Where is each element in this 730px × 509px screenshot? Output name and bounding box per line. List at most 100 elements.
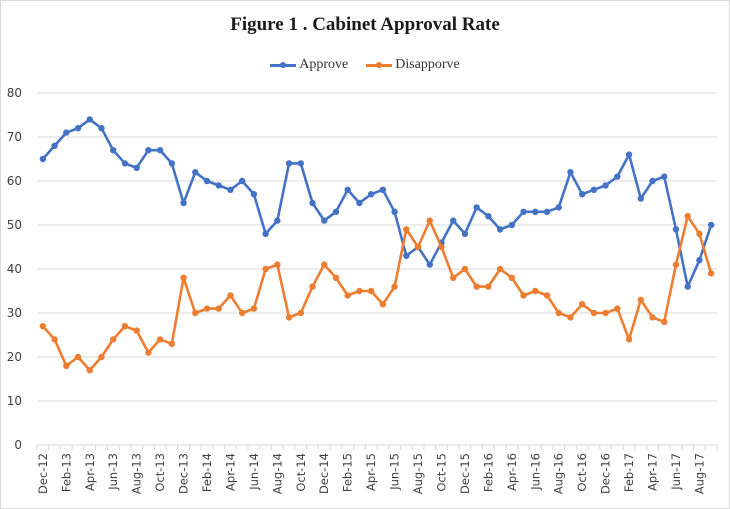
data-point[interactable] <box>203 305 211 312</box>
data-point[interactable] <box>168 160 176 167</box>
data-point[interactable] <box>156 147 164 154</box>
data-point[interactable] <box>227 186 234 193</box>
data-point[interactable] <box>180 199 187 207</box>
data-point[interactable] <box>625 151 633 158</box>
data-point[interactable] <box>238 177 246 185</box>
data-point[interactable] <box>473 283 480 290</box>
data-point[interactable] <box>215 182 222 189</box>
data-point[interactable] <box>51 336 58 343</box>
data-point[interactable] <box>590 309 598 317</box>
data-point[interactable] <box>649 314 656 321</box>
data-point[interactable] <box>496 226 504 233</box>
data-point[interactable] <box>74 125 82 132</box>
data-point[interactable] <box>543 292 551 299</box>
data-point[interactable] <box>567 169 574 176</box>
data-point[interactable] <box>86 116 93 123</box>
data-point[interactable] <box>121 323 129 330</box>
data-point[interactable] <box>98 353 105 361</box>
data-point[interactable] <box>39 155 47 163</box>
data-point[interactable] <box>168 340 176 347</box>
data-point[interactable] <box>426 261 433 268</box>
data-point[interactable] <box>63 362 70 369</box>
data-point[interactable] <box>403 226 410 233</box>
data-point[interactable] <box>602 309 609 317</box>
data-point[interactable] <box>262 265 269 273</box>
data-point[interactable] <box>238 309 246 317</box>
data-point[interactable] <box>133 327 140 334</box>
data-point[interactable] <box>356 199 363 207</box>
data-point[interactable] <box>461 230 469 237</box>
data-point[interactable] <box>203 177 211 185</box>
data-point[interactable] <box>602 182 609 189</box>
data-point[interactable] <box>578 191 586 198</box>
data-point[interactable] <box>625 336 633 343</box>
data-point[interactable] <box>133 164 140 171</box>
data-point[interactable] <box>192 309 199 317</box>
data-point[interactable] <box>450 274 457 281</box>
data-point[interactable] <box>567 314 574 321</box>
data-point[interactable] <box>297 160 304 167</box>
data-point[interactable] <box>532 208 539 215</box>
data-point[interactable] <box>707 221 715 229</box>
data-point[interactable] <box>614 173 621 180</box>
data-point[interactable] <box>367 191 375 198</box>
legend-item-approve[interactable]: Approve <box>270 57 348 73</box>
data-point[interactable] <box>520 292 527 299</box>
data-point[interactable] <box>285 314 293 321</box>
data-point[interactable] <box>496 265 504 273</box>
data-point[interactable] <box>661 173 668 180</box>
data-point[interactable] <box>696 230 703 237</box>
data-point[interactable] <box>110 336 117 343</box>
data-point[interactable] <box>391 283 398 290</box>
data-point[interactable] <box>367 287 375 295</box>
data-point[interactable] <box>637 195 644 202</box>
data-point[interactable] <box>344 186 351 193</box>
data-point[interactable] <box>532 287 539 295</box>
data-point[interactable] <box>391 208 398 215</box>
data-point[interactable] <box>262 230 269 237</box>
data-point[interactable] <box>74 353 82 361</box>
data-point[interactable] <box>356 287 363 295</box>
data-point[interactable] <box>145 349 152 356</box>
data-point[interactable] <box>121 160 129 167</box>
data-point[interactable] <box>297 309 304 317</box>
data-point[interactable] <box>110 147 117 154</box>
data-point[interactable] <box>180 274 187 281</box>
data-point[interactable] <box>684 283 691 290</box>
data-point[interactable] <box>578 301 586 308</box>
data-point[interactable] <box>156 336 164 343</box>
data-point[interactable] <box>414 243 422 251</box>
legend-item-disapprove[interactable]: Disapporve <box>366 57 460 73</box>
data-point[interactable] <box>426 217 433 224</box>
data-point[interactable] <box>661 318 668 325</box>
data-point[interactable] <box>403 252 410 259</box>
data-point[interactable] <box>250 191 258 198</box>
data-point[interactable] <box>672 226 680 233</box>
data-point[interactable] <box>649 177 656 185</box>
data-point[interactable] <box>508 221 516 229</box>
data-point[interactable] <box>672 261 680 268</box>
data-point[interactable] <box>379 301 387 308</box>
data-point[interactable] <box>473 204 480 211</box>
data-point[interactable] <box>227 292 234 299</box>
data-point[interactable] <box>344 292 351 299</box>
data-point[interactable] <box>285 160 293 167</box>
data-point[interactable] <box>309 199 316 207</box>
data-point[interactable] <box>696 257 703 264</box>
data-point[interactable] <box>438 243 445 251</box>
data-point[interactable] <box>555 204 562 211</box>
data-point[interactable] <box>274 261 281 268</box>
data-point[interactable] <box>86 367 93 374</box>
data-point[interactable] <box>379 186 387 193</box>
data-point[interactable] <box>450 217 457 224</box>
data-point[interactable] <box>461 265 469 273</box>
data-point[interactable] <box>508 274 516 281</box>
data-point[interactable] <box>215 305 222 312</box>
data-point[interactable] <box>520 208 527 215</box>
data-point[interactable] <box>250 305 258 312</box>
data-point[interactable] <box>555 309 562 317</box>
data-point[interactable] <box>485 283 492 290</box>
data-point[interactable] <box>63 129 70 136</box>
data-point[interactable] <box>39 323 47 330</box>
data-point[interactable] <box>614 305 621 312</box>
